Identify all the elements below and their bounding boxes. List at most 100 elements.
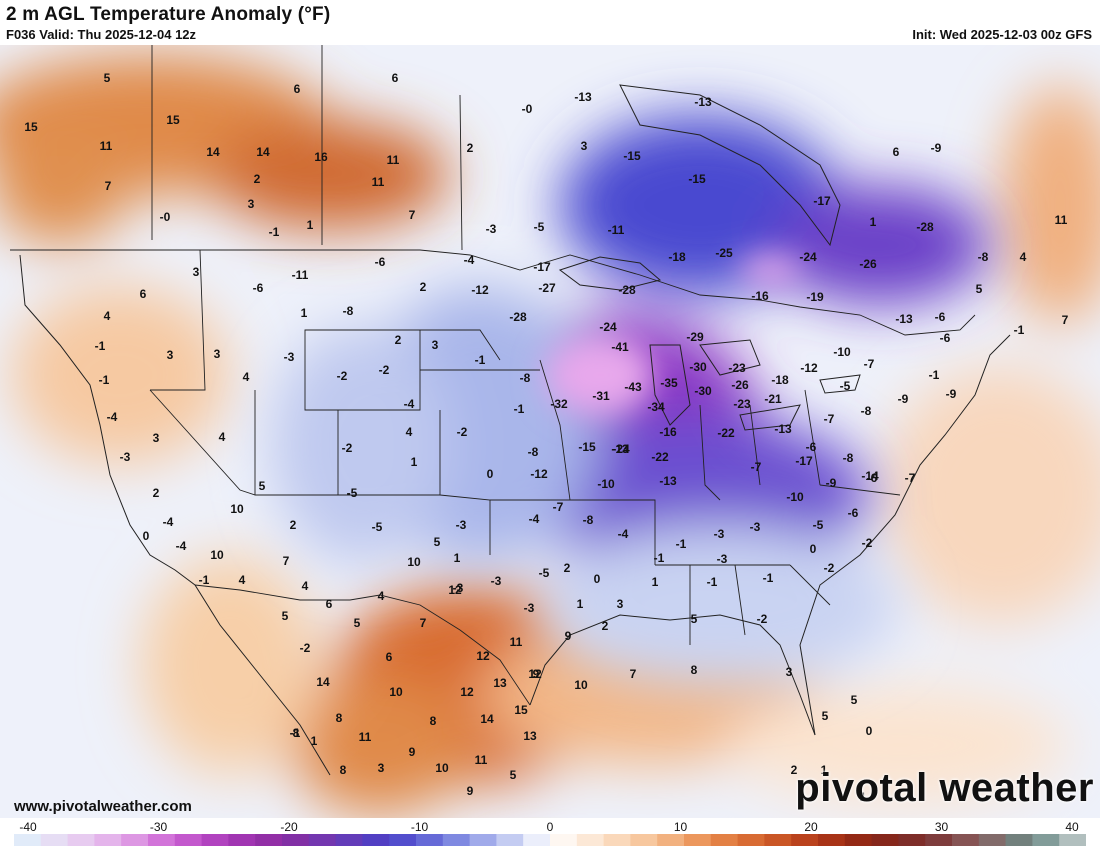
anomaly-value-label: -22 bbox=[651, 450, 669, 464]
anomaly-value-label: -4 bbox=[404, 397, 415, 411]
anomaly-value-label: -15 bbox=[623, 149, 641, 163]
anomaly-value-label: 12 bbox=[528, 667, 542, 681]
colorbar-swatch bbox=[282, 834, 310, 846]
anomaly-value-label: -5 bbox=[539, 566, 550, 580]
anomaly-value-label: 15 bbox=[24, 120, 38, 134]
anomaly-value-label: -3 bbox=[491, 574, 502, 588]
anomaly-value-label: -12 bbox=[800, 361, 818, 375]
anomaly-value-label: 5 bbox=[510, 768, 517, 782]
anomaly-value-label: 4 bbox=[243, 370, 250, 384]
anomaly-value-label: -18 bbox=[771, 373, 789, 387]
colorbar-swatch bbox=[764, 834, 792, 846]
anomaly-value-label: -17 bbox=[813, 194, 831, 208]
colorbar-tick-label: 0 bbox=[546, 820, 554, 834]
colorbar-tick-label: -20 bbox=[280, 820, 298, 834]
anomaly-value-label: -24 bbox=[799, 250, 817, 264]
anomaly-value-label: -30 bbox=[694, 384, 712, 398]
anomaly-value-label: -1 bbox=[475, 353, 486, 367]
anomaly-value-label: 10 bbox=[574, 678, 588, 692]
pivotal-weather-logo: pivotal weather bbox=[795, 766, 1094, 810]
anomaly-value-label: -8 bbox=[528, 445, 539, 459]
colorbar-swatch bbox=[576, 834, 605, 846]
colorbar-swatch bbox=[1032, 834, 1060, 846]
anomaly-value-label: 6 bbox=[140, 287, 147, 301]
anomaly-value-label: -41 bbox=[611, 340, 629, 354]
colorbar-swatch bbox=[121, 834, 149, 846]
anomaly-value-label: -4 bbox=[529, 512, 540, 526]
anomaly-value-label: 9 bbox=[467, 784, 474, 798]
anomaly-value-label: -1 bbox=[654, 551, 665, 565]
anomaly-value-label: 10 bbox=[230, 502, 244, 516]
anomaly-value-label: -9 bbox=[898, 392, 909, 406]
anomaly-value-label: -24 bbox=[599, 320, 617, 334]
anomaly-value-label: 8 bbox=[340, 763, 347, 777]
anomaly-value-label: -6 bbox=[867, 471, 878, 485]
anomaly-value-label: 4 bbox=[219, 430, 226, 444]
colorbar-swatch bbox=[844, 834, 873, 846]
warm-anomaly-shading bbox=[0, 55, 1100, 815]
anomaly-value-label: -12 bbox=[530, 467, 548, 481]
province-lines bbox=[151, 45, 463, 251]
colorbar-swatch bbox=[791, 834, 819, 846]
anomaly-value-label: -27 bbox=[538, 281, 556, 295]
anomaly-value-label: -1 bbox=[763, 571, 774, 585]
anomaly-value-label: 8 bbox=[430, 714, 437, 728]
anomaly-value-label: -28 bbox=[509, 310, 527, 324]
anomaly-value-label: 5 bbox=[259, 479, 266, 493]
anomaly-value-label: -7 bbox=[864, 357, 875, 371]
anomaly-value-label: -3 bbox=[717, 552, 728, 566]
colorbar-swatch bbox=[684, 834, 712, 846]
great-lakes bbox=[558, 256, 861, 431]
anomaly-value-label: 2 bbox=[791, 763, 798, 777]
anomaly-value-label: -11 bbox=[292, 268, 309, 282]
anomaly-value-label: -10 bbox=[597, 477, 615, 491]
atlantic-coast bbox=[799, 334, 1011, 736]
anomaly-value-label: 3 bbox=[214, 347, 221, 361]
anomaly-value-label: 14 bbox=[480, 712, 494, 726]
anomaly-value-label: 0 bbox=[594, 572, 601, 586]
coastline bbox=[19, 84, 1011, 776]
anomaly-value-label: -16 bbox=[751, 289, 769, 303]
anomaly-value-label: -1 bbox=[1014, 323, 1025, 337]
us-mexico-border bbox=[194, 584, 531, 706]
colorbar-swatch bbox=[201, 834, 229, 846]
anomaly-value-label: -0 bbox=[522, 102, 533, 116]
anomaly-value-label: 3 bbox=[193, 265, 200, 279]
anomaly-value-label: 5 bbox=[851, 693, 858, 707]
anomaly-value-label: -23 bbox=[728, 361, 746, 375]
map-title: 2 m AGL Temperature Anomaly (°F) bbox=[6, 4, 331, 25]
anomaly-value-label: -21 bbox=[764, 392, 782, 406]
anomaly-value-label: -3 bbox=[486, 222, 497, 236]
anomaly-value-label: 0 bbox=[487, 467, 494, 481]
anomaly-value-label: 3 bbox=[581, 139, 588, 153]
anomaly-value-label: 6 bbox=[386, 650, 393, 664]
anomaly-value-label: -9 bbox=[826, 476, 837, 490]
anomaly-value-label: 12 bbox=[476, 649, 490, 663]
anomaly-value-label: 12 bbox=[448, 583, 462, 597]
anomaly-value-label: 3 bbox=[248, 197, 255, 211]
colorbar-swatch bbox=[308, 834, 337, 846]
anomaly-value-label: 6 bbox=[294, 82, 301, 96]
anomaly-value-label: -4 bbox=[464, 253, 475, 267]
anomaly-value-label: 11 bbox=[510, 635, 523, 649]
anomaly-value-label: -1 bbox=[514, 402, 525, 416]
anomaly-value-label: 8 bbox=[336, 711, 343, 725]
colorbar-swatch bbox=[1005, 834, 1033, 846]
anomaly-value-label: -6 bbox=[940, 331, 951, 345]
colorbar-swatch bbox=[14, 834, 42, 846]
anomaly-value-label: -1 bbox=[290, 726, 301, 740]
init-time: Init: Wed 2025-12-03 00z GFS bbox=[912, 27, 1092, 42]
colorbar-swatch bbox=[174, 834, 203, 846]
anomaly-value-label: -4 bbox=[618, 527, 629, 541]
anomaly-value-label: -2 bbox=[379, 363, 390, 377]
anomaly-value-label: -6 bbox=[848, 506, 859, 520]
anomaly-value-label: -43 bbox=[624, 380, 642, 394]
colorbar-tick-label: 10 bbox=[673, 820, 688, 834]
cold-anomaly-shading bbox=[270, 115, 990, 685]
anomaly-value-label: -9 bbox=[946, 387, 957, 401]
colorbar-swatch bbox=[255, 834, 283, 846]
anomaly-value-label: 11 bbox=[387, 153, 400, 167]
anomaly-value-label: -10 bbox=[833, 345, 851, 359]
anomaly-value-label: -13 bbox=[611, 442, 629, 456]
